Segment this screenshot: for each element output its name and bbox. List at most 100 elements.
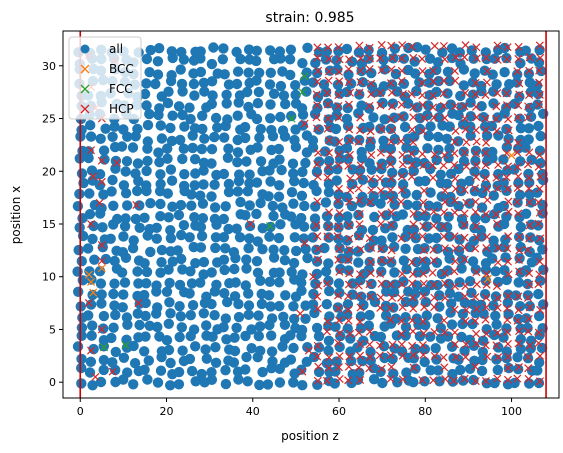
all-point-276 <box>166 70 177 81</box>
all-point-108 <box>112 213 123 225</box>
hcp-point-235 <box>407 42 416 51</box>
all-point-271 <box>165 122 176 134</box>
hcp-point-362 <box>470 184 480 193</box>
all-point-1041 <box>442 178 453 189</box>
all-point-1232 <box>515 123 527 134</box>
all-point-592 <box>288 342 299 354</box>
all-point-1256 <box>525 197 537 208</box>
all-point-718 <box>330 321 341 332</box>
hcp-point-161 <box>377 66 386 75</box>
hcp-point-468 <box>524 374 533 383</box>
all-point-292 <box>176 229 187 241</box>
hcp-point-393 <box>481 114 490 123</box>
all-point-102 <box>109 278 120 289</box>
all-point-1238 <box>515 58 526 69</box>
all-point-192 <box>140 310 151 322</box>
hcp-point-221 <box>408 270 417 279</box>
all-point-111 <box>107 174 118 186</box>
all-point-302 <box>179 121 190 132</box>
all-point-453 <box>234 169 245 180</box>
hcp-point-370 <box>471 90 480 99</box>
all-point-316 <box>185 310 196 321</box>
hcp-point-22 <box>313 43 322 52</box>
hcp-point-368 <box>472 113 481 122</box>
all-point-178 <box>132 123 143 135</box>
all-point-501 <box>254 321 266 332</box>
all-point-70 <box>96 289 107 300</box>
all-point-187 <box>139 364 150 375</box>
all-point-328 <box>189 180 200 191</box>
all-point-1134 <box>480 180 492 191</box>
hcp-point-248 <box>419 222 428 231</box>
all-point-1146 <box>480 47 491 58</box>
hcp-point-509 <box>535 78 544 87</box>
hcp-point-168 <box>386 315 395 324</box>
all-point-446 <box>228 247 240 258</box>
hcp-point-262 <box>430 351 439 361</box>
hcp-point-483 <box>524 173 534 182</box>
hcp-point-477 <box>525 269 534 278</box>
all-point-589 <box>288 377 299 388</box>
hcp-point-107 <box>355 220 364 229</box>
hcp-point-316 <box>451 174 460 183</box>
hcp-point-79 <box>344 256 353 265</box>
all-point-538 <box>268 252 280 263</box>
all-point-269 <box>162 143 173 154</box>
hcp-point-359 <box>472 222 481 231</box>
all-point-936 <box>411 313 422 324</box>
all-point-923 <box>398 111 409 122</box>
all-point-244 <box>150 78 161 90</box>
hcp-point-72 <box>345 352 354 361</box>
all-point-475 <box>241 263 252 274</box>
all-point-507 <box>251 256 263 267</box>
all-point-485 <box>241 156 252 167</box>
hcp-point-400 <box>492 341 501 350</box>
all-point-777 <box>357 355 368 367</box>
hcp-point-493 <box>534 339 543 348</box>
all-point-961 <box>419 376 430 387</box>
all-point-557 <box>265 45 276 56</box>
all-point-321 <box>190 258 201 269</box>
hcp-point-294 <box>440 186 450 195</box>
all-point-428 <box>221 98 232 109</box>
all-point-1120 <box>477 335 489 346</box>
all-point-478 <box>244 233 255 244</box>
all-point-259 <box>167 256 178 267</box>
hcp-point-508 <box>535 90 544 99</box>
hcp-point-138 <box>367 90 376 99</box>
all-point-126 <box>118 352 130 363</box>
hcp-point-297 <box>440 113 449 122</box>
all-point-893 <box>387 98 399 109</box>
hcp-point-17 <box>313 101 322 110</box>
hcp-point-367 <box>471 126 481 135</box>
all-point-477 <box>243 243 254 254</box>
all-point-692 <box>320 266 332 277</box>
all-point-343 <box>201 353 212 364</box>
hcp-point-498 <box>535 257 544 266</box>
hcp-point-229 <box>409 138 418 147</box>
all-point-1100 <box>470 213 481 224</box>
all-point-312 <box>184 353 196 365</box>
hcp-point-237 <box>419 350 428 360</box>
all-point-272 <box>167 110 178 121</box>
hcp-point-500 <box>534 219 543 228</box>
all-point-1175 <box>487 69 498 80</box>
all-point-1147 <box>489 377 500 389</box>
hcp-point-41 <box>325 67 334 76</box>
all-point-742 <box>331 55 342 66</box>
all-point-363 <box>199 133 210 144</box>
all-point-330 <box>189 154 201 165</box>
all-point-16 <box>72 201 84 212</box>
hcp-point-250 <box>419 198 428 207</box>
all-point-378 <box>209 310 220 321</box>
hcp-point-492 <box>536 351 545 360</box>
all-point-770 <box>341 86 353 98</box>
all-point-761 <box>341 191 352 203</box>
hcp-point-539 <box>300 119 309 128</box>
all-point-870 <box>387 353 398 365</box>
hcp-point-242 <box>419 292 428 301</box>
all-point-591 <box>285 354 297 365</box>
all-point-325 <box>189 212 200 223</box>
all-point-479 <box>244 220 256 232</box>
hcp-point-440 <box>502 89 511 98</box>
